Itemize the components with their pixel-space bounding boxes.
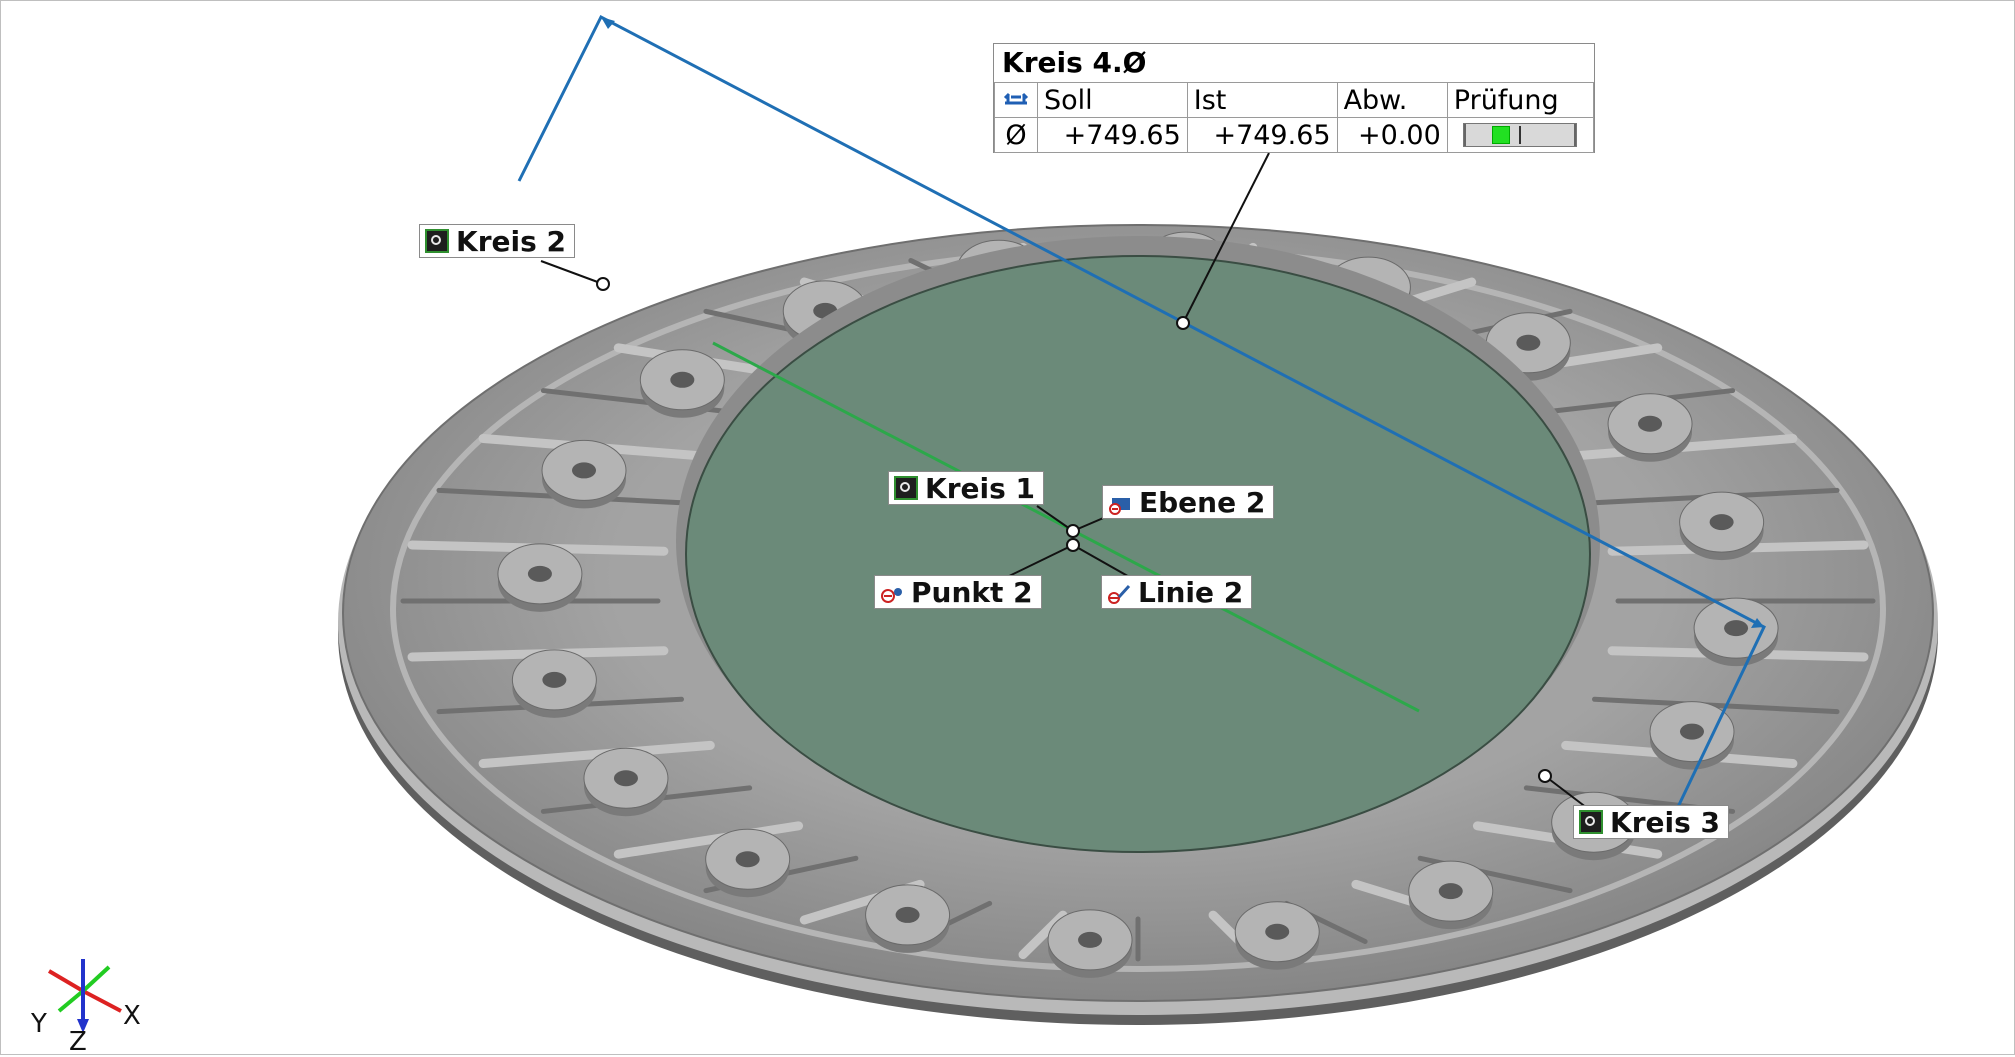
boss-hole [1638, 415, 1663, 432]
boss-hole [1709, 514, 1734, 531]
boss-hole [613, 770, 638, 787]
check-cell [1446, 117, 1595, 153]
label-text: Ebene 2 [1139, 485, 1266, 519]
boss-hole [1724, 620, 1749, 637]
boss-hole [1078, 931, 1103, 948]
measurement-header-row: Soll Ist Abw. Prüfung [994, 82, 1595, 118]
measurement-title: Kreis 4.Ø [1002, 46, 1147, 79]
boss-hole [895, 906, 920, 923]
boss-hole [527, 565, 552, 582]
axis-x-label: X [123, 1001, 141, 1031]
boss-hole [1679, 723, 1704, 740]
value-abw: +0.00 [1336, 117, 1448, 153]
axis-z-label: Z [69, 1027, 87, 1057]
header-abw: Abw. [1336, 82, 1448, 118]
boss-hole [1438, 883, 1463, 900]
axis-y-label: Y [31, 1009, 47, 1039]
label-kreis-1[interactable]: Kreis 1 [888, 471, 1044, 505]
boss-hole [572, 462, 597, 479]
check-marker [1492, 126, 1511, 144]
point-feature-icon [880, 580, 904, 604]
label-text: Punkt 2 [911, 575, 1033, 609]
arrow-head-top [601, 17, 615, 29]
arrow-head-right [1751, 618, 1764, 628]
label-kreis-3[interactable]: Kreis 3 [1573, 805, 1729, 839]
axis-triad [47, 959, 122, 1033]
boss-hole [1516, 334, 1541, 351]
circle-feature-icon [894, 476, 918, 500]
measurement-grid: Soll Ist Abw. Prüfung Ø +749.65 +749.65 … [994, 82, 1595, 153]
plane-feature-icon [1108, 490, 1132, 515]
anchor-points [596, 277, 1552, 783]
label-linie-2[interactable]: Linie 2 [1101, 575, 1253, 609]
label-text: Kreis 1 [925, 471, 1035, 505]
label-kreis-2[interactable]: Kreis 2 [419, 224, 575, 258]
check-bar [1463, 123, 1578, 147]
value-soll: +749.65 [1037, 117, 1188, 153]
header-pruefung: Prüfung [1446, 82, 1595, 118]
header-soll: Soll [1037, 82, 1188, 118]
circle-feature-icon [1579, 810, 1603, 834]
inner-plane[interactable] [685, 255, 1591, 853]
boss-hole [670, 371, 695, 388]
diameter-icon [1003, 92, 1029, 104]
boss-hole [1265, 923, 1290, 940]
label-text: Kreis 3 [1610, 805, 1720, 839]
header-ist: Ist [1186, 82, 1338, 118]
label-ebene-2[interactable]: Ebene 2 [1102, 485, 1275, 519]
rib [613, 821, 804, 859]
diameter-symbol: Ø [994, 117, 1038, 153]
boss-hole [542, 671, 567, 688]
boss-hole [735, 851, 760, 868]
label-text: Linie 2 [1138, 575, 1244, 609]
rib [478, 740, 715, 769]
circle-feature-icon [425, 229, 449, 253]
label-text: Kreis 2 [456, 224, 566, 258]
line-feature-icon [1107, 580, 1131, 604]
label-punkt-2[interactable]: Punkt 2 [874, 575, 1042, 609]
measurement-value-row: Ø +749.65 +749.65 +0.00 [994, 117, 1595, 153]
value-ist: +749.65 [1186, 117, 1338, 153]
measurement-table[interactable]: Kreis 4.Ø Soll Ist Abw. Prüfung Ø +749.6… [993, 43, 1595, 153]
rib [1592, 696, 1840, 715]
